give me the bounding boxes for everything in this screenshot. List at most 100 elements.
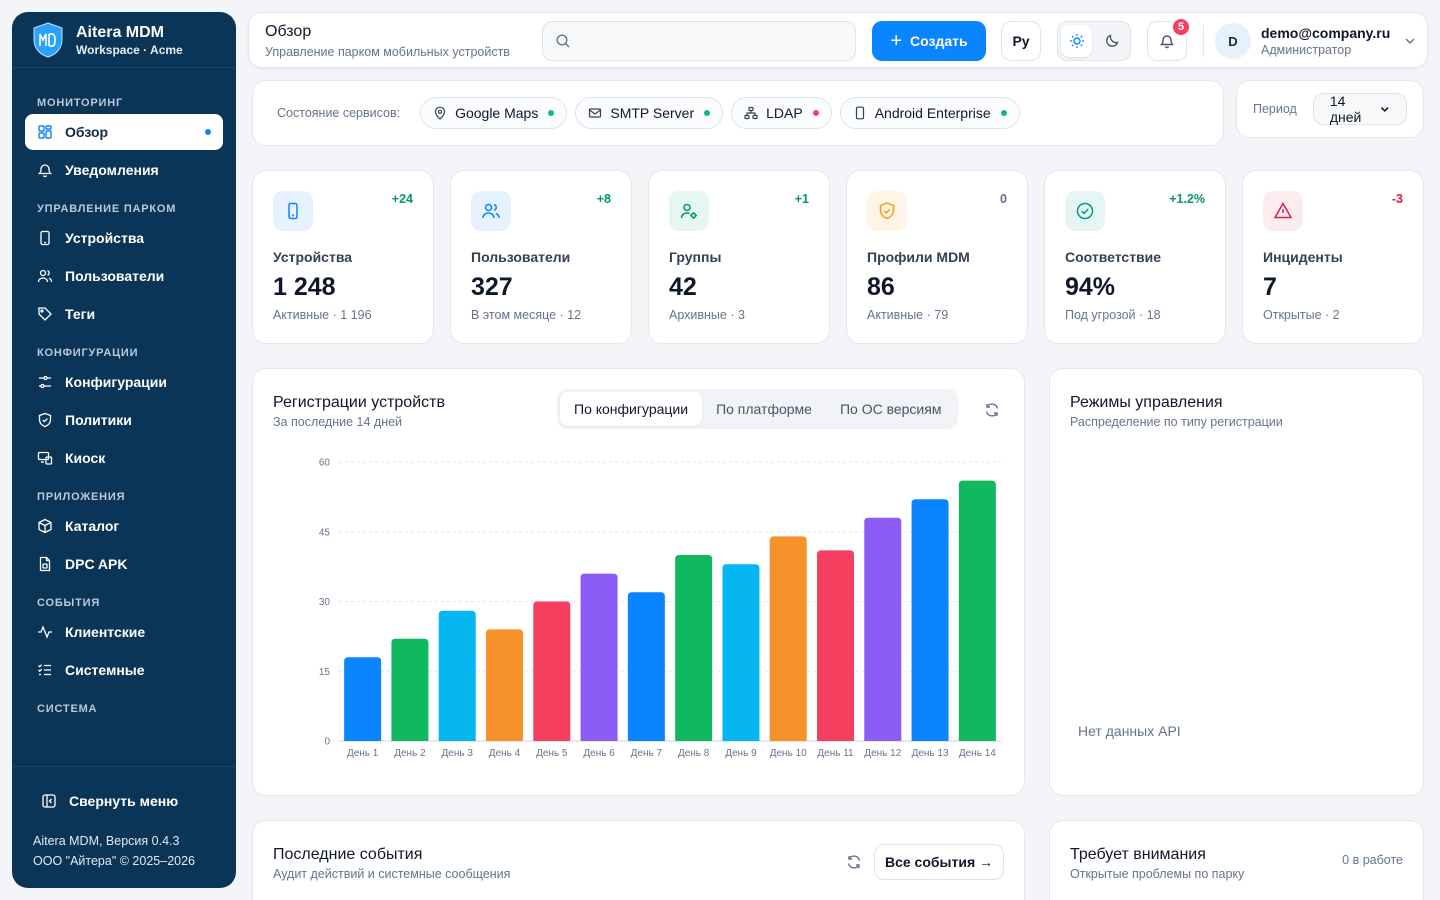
sidebar-item-label: Конфигурации	[65, 374, 167, 390]
tab-by-os-version[interactable]: По ОС версиям	[839, 401, 942, 417]
stat-value: 327	[471, 273, 513, 301]
search-input[interactable]	[579, 33, 839, 49]
service-chip-smtp[interactable]: SMTP Server	[575, 97, 724, 129]
services-label: Состояние сервисов:	[277, 106, 401, 120]
service-chip-google-maps[interactable]: Google Maps	[420, 97, 568, 129]
stat-card-devices[interactable]: +24 Устройства 1 248 Активные · 1 196	[252, 170, 434, 344]
refresh-events-button[interactable]	[842, 850, 866, 874]
tab-by-platform[interactable]: По платформе	[716, 401, 812, 417]
y-tick-label: 0	[324, 737, 330, 748]
mail-icon	[589, 108, 602, 118]
service-name: LDAP	[766, 105, 803, 121]
page-title: Обзор	[265, 23, 312, 40]
shield-icon	[38, 412, 52, 428]
chart-bar	[627, 592, 665, 741]
status-dot	[704, 110, 711, 116]
service-chip-ldap[interactable]: LDAP	[731, 97, 832, 129]
search-box[interactable]	[542, 21, 856, 61]
period-select[interactable]: 14 дней	[1312, 93, 1407, 125]
stat-sub: Архивные · 3	[669, 308, 745, 322]
service-name: Android Enterprise	[874, 105, 991, 121]
box-icon	[38, 518, 52, 534]
service-chip-android-enterprise[interactable]: Android Enterprise	[839, 97, 1020, 129]
sidebar-item-label: Обзор	[65, 124, 109, 140]
stat-card-compliance[interactable]: +1.2% Соответствие 94% Под угрозой · 18	[1044, 170, 1226, 344]
stat-sub: Активные · 1 196	[273, 308, 372, 322]
sidebar-item-policies[interactable]: Политики	[25, 402, 223, 438]
shield-check-icon	[879, 202, 895, 220]
x-tick-label: День 13	[912, 748, 949, 759]
chart-bar	[580, 573, 618, 741]
avatar: D	[1215, 23, 1251, 59]
sidebar-item-kiosk[interactable]: Киоск	[25, 440, 223, 476]
stat-icon-box	[273, 191, 313, 231]
stat-card-incidents[interactable]: -3 Инциденты 7 Открытые · 2	[1242, 170, 1424, 344]
all-events-button[interactable]: Все события →	[874, 844, 1004, 880]
stat-card-mdm-profiles[interactable]: 0 Профили MDM 86 Активные · 79	[846, 170, 1028, 344]
notifications-badge: 5	[1171, 17, 1191, 37]
recent-events-card: Последние события Аудит действий и систе…	[252, 820, 1025, 900]
theme-toggle	[1057, 21, 1131, 61]
stat-delta: +8	[596, 192, 611, 206]
attention-subtitle: Открытые проблемы по парку	[1070, 867, 1245, 881]
brand[interactable]: Aitera MDM Workspace · Acme	[12, 12, 236, 68]
nav-section-configs: КОНФИГУРАЦИИ	[37, 347, 139, 359]
refresh-chart-button[interactable]	[980, 398, 1004, 422]
stat-value: 1 248	[273, 273, 336, 301]
network-icon	[744, 106, 758, 120]
language-button[interactable]: Ру	[1001, 21, 1041, 61]
stat-icon-box	[471, 191, 511, 231]
copyright-text: ООО "Айтера" © 2025–2026	[33, 854, 195, 868]
x-tick-label: День 1	[347, 748, 379, 759]
brand-title: Aitera MDM	[76, 23, 165, 41]
collapse-label: Свернуть меню	[69, 793, 179, 809]
nav-section-system: СИСТЕМА	[37, 703, 98, 715]
brand-subtitle: Workspace · Acme	[76, 42, 183, 57]
chart-bar	[533, 601, 571, 741]
sidebar-item-label: Политики	[65, 412, 132, 428]
sidebar-item-system-events[interactable]: Системные	[25, 652, 223, 688]
file-icon	[39, 556, 51, 572]
phone-icon	[855, 106, 864, 120]
sidebar-item-configurations[interactable]: Конфигурации	[25, 364, 223, 400]
sidebar-item-client-events[interactable]: Клиентские	[25, 614, 223, 650]
stat-sub: Под угрозой · 18	[1065, 308, 1161, 322]
stat-value: 7	[1263, 273, 1277, 301]
page-subtitle: Управление парком мобильных устройств	[265, 45, 510, 59]
sidebar-item-devices[interactable]: Устройства	[25, 220, 223, 256]
x-tick-label: День 12	[864, 748, 901, 759]
sidebar-item-label: Устройства	[65, 230, 145, 246]
tab-by-config[interactable]: По конфигурации	[560, 392, 703, 426]
status-dot	[1000, 110, 1007, 116]
service-name: Google Maps	[455, 105, 539, 121]
sidebar-item-tags[interactable]: Теги	[25, 296, 223, 332]
chart-bar	[438, 610, 476, 741]
collapse-icon	[42, 794, 56, 808]
users-icon	[482, 203, 500, 219]
sun-icon	[1069, 34, 1084, 48]
registrations-title: Регистрации устройств	[273, 394, 445, 411]
sidebar-item-notifications[interactable]: Уведомления	[25, 152, 223, 188]
sidebar-item-dpc-apk[interactable]: DPC APK	[25, 546, 223, 582]
collapse-menu-button[interactable]: Свернуть меню	[37, 783, 223, 819]
sidebar-item-users[interactable]: Пользователи	[25, 258, 223, 294]
sidebar-item-overview[interactable]: Обзор	[25, 114, 223, 150]
dark-theme-button[interactable]	[1096, 25, 1127, 57]
management-modes-card: Режимы управления Распределение по типу …	[1049, 368, 1424, 796]
stat-icon-box	[867, 191, 907, 231]
create-button[interactable]: + Создать	[872, 21, 986, 61]
chart-bar	[722, 564, 760, 741]
nav-section-fleet: УПРАВЛЕНИЕ ПАРКОМ	[37, 203, 177, 215]
sidebar: Aitera MDM Workspace · Acme МОНИТОРИНГ О…	[12, 12, 236, 888]
sidebar-item-catalog[interactable]: Каталог	[25, 508, 223, 544]
notifications-button[interactable]: 5	[1147, 17, 1191, 61]
version-info: Aitera MDM, Версия 0.4.3 ООО "Айтера" © …	[12, 831, 236, 871]
stat-card-users[interactable]: +8 Пользователи 327 В этом месяце · 12	[450, 170, 632, 344]
light-theme-button[interactable]	[1061, 25, 1092, 57]
x-tick-label: День 14	[959, 748, 996, 759]
user-menu[interactable]: D demo@company.ru Администратор	[1215, 21, 1425, 61]
stat-card-groups[interactable]: +1 Группы 42 Архивные · 3	[648, 170, 830, 344]
stat-delta: +1.2%	[1169, 192, 1205, 206]
sidebar-nav: МОНИТОРИНГ Обзор Уведомления УПРАВЛЕНИЕ …	[12, 90, 236, 766]
modes-subtitle: Распределение по типу регистрации	[1070, 415, 1283, 429]
